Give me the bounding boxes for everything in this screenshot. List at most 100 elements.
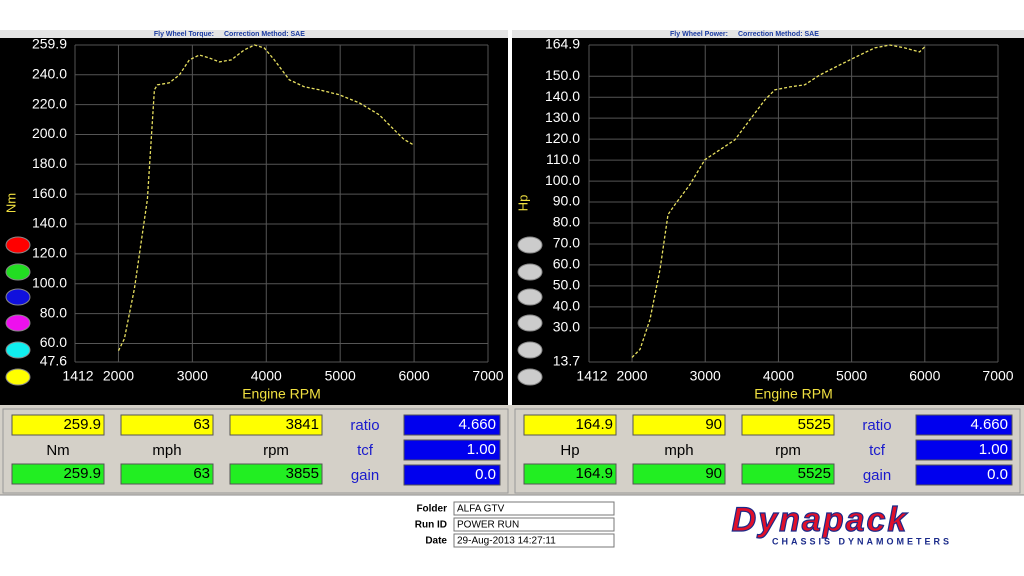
y-tick-label: 200.0 xyxy=(32,125,67,141)
field-box xyxy=(453,533,615,548)
param-box xyxy=(915,439,1013,461)
param-label: tcf xyxy=(357,442,374,459)
trace-selector[interactable] xyxy=(5,263,31,281)
param-box xyxy=(403,464,501,486)
y-tick-label: 60.0 xyxy=(40,334,67,350)
field-label: Date xyxy=(425,536,447,547)
trace-selector[interactable] xyxy=(5,341,31,359)
y-axis-label: Hp xyxy=(515,195,530,212)
x-tick-label: 7000 xyxy=(472,368,503,384)
param-box xyxy=(403,414,501,436)
unit-label: mph xyxy=(152,442,181,459)
y-tick-label: 220.0 xyxy=(32,95,67,111)
y-tick-label: 90.0 xyxy=(553,193,580,209)
value-box xyxy=(741,414,835,436)
y-axis-label: Nm xyxy=(3,193,18,213)
x-tick-label: 2000 xyxy=(616,368,647,384)
param-box xyxy=(915,464,1013,486)
y-tick-label: 240.0 xyxy=(32,65,67,81)
param-label: ratio xyxy=(862,417,891,434)
field-label: Run ID xyxy=(415,520,447,531)
field-value: ALFA GTV xyxy=(457,504,505,515)
param-value: 4.660 xyxy=(458,416,496,433)
readout-panel xyxy=(2,408,509,494)
chart-subtitle: Correction Method: SAE xyxy=(738,31,819,38)
value: 5525 xyxy=(798,416,831,433)
trace-selector[interactable] xyxy=(517,288,543,306)
y-tick-label: 259.9 xyxy=(32,36,67,52)
trace-selector[interactable] xyxy=(5,236,31,254)
value: 3841 xyxy=(286,416,319,433)
x-tick-label: 5000 xyxy=(836,368,867,384)
trace-selector[interactable] xyxy=(517,368,543,386)
x-tick-label: 3000 xyxy=(690,368,721,384)
value: 90 xyxy=(705,465,722,482)
y-tick-label: 13.7 xyxy=(553,353,580,369)
value-box xyxy=(632,414,726,436)
param-label: gain xyxy=(863,467,891,484)
value: 3855 xyxy=(286,465,319,482)
y-tick-label: 60.0 xyxy=(553,256,580,272)
y-tick-label: 164.9 xyxy=(545,36,580,52)
param-label: gain xyxy=(351,467,379,484)
y-tick-label: 100.0 xyxy=(32,274,67,290)
field-box xyxy=(453,517,615,532)
trace-selector[interactable] xyxy=(517,236,543,254)
value-box xyxy=(741,463,835,485)
y-tick-label: 160.0 xyxy=(32,185,67,201)
trace-selector[interactable] xyxy=(517,341,543,359)
curve xyxy=(117,44,414,351)
logo-tagline: CHASSIS DYNAMOMETERS xyxy=(772,536,952,546)
unit-label: mph xyxy=(664,442,693,459)
x-tick-label: 1412 xyxy=(62,368,93,384)
trace-selector[interactable] xyxy=(5,288,31,306)
y-tick-label: 180.0 xyxy=(32,155,67,171)
logo-name: Dynapack xyxy=(732,501,909,539)
param-box xyxy=(915,414,1013,436)
plot-background xyxy=(0,38,508,405)
param-value: 1.00 xyxy=(467,441,496,458)
chart-title: Fly Wheel Torque: xyxy=(154,31,214,38)
y-tick-label: 140.0 xyxy=(32,215,67,231)
value-box xyxy=(229,463,323,485)
chart-subtitle: Correction Method: SAE xyxy=(224,31,305,38)
param-value: 0.0 xyxy=(987,466,1008,483)
y-tick-label: 80.0 xyxy=(40,304,67,320)
value: 164.9 xyxy=(575,416,613,433)
trace-selector[interactable] xyxy=(517,314,543,332)
value: 63 xyxy=(193,465,210,482)
field-value: POWER RUN xyxy=(457,520,519,531)
value: 164.9 xyxy=(575,465,613,482)
unit-label: rpm xyxy=(263,442,289,459)
y-tick-label: 120.0 xyxy=(32,245,67,261)
value-box xyxy=(120,463,214,485)
plot-background xyxy=(512,38,1024,405)
y-tick-label: 120.0 xyxy=(545,130,580,146)
unit-label: rpm xyxy=(775,442,801,459)
trace-selector[interactable] xyxy=(517,263,543,281)
x-tick-label: 1412 xyxy=(576,368,607,384)
y-tick-label: 140.0 xyxy=(545,88,580,104)
x-tick-label: 7000 xyxy=(982,368,1013,384)
y-tick-label: 100.0 xyxy=(545,172,580,188)
unit-label: Nm xyxy=(46,442,69,459)
chart-title: Fly Wheel Power: xyxy=(670,31,728,38)
param-label: ratio xyxy=(350,417,379,434)
trace-selector[interactable] xyxy=(5,368,31,386)
trace-selector[interactable] xyxy=(5,314,31,332)
y-tick-label: 130.0 xyxy=(545,109,580,125)
x-tick-label: 6000 xyxy=(909,368,940,384)
chart-header xyxy=(512,30,1024,38)
readout-panel xyxy=(514,408,1021,494)
value-box xyxy=(11,463,105,485)
x-tick-label: 4000 xyxy=(251,368,282,384)
value: 259.9 xyxy=(63,416,101,433)
x-tick-label: 6000 xyxy=(399,368,430,384)
value-box xyxy=(523,414,617,436)
field-box xyxy=(453,501,615,516)
y-tick-label: 80.0 xyxy=(553,214,580,230)
y-tick-label: 110.0 xyxy=(546,151,580,167)
value: 90 xyxy=(705,416,722,433)
x-axis-label: Engine RPM xyxy=(754,386,833,402)
